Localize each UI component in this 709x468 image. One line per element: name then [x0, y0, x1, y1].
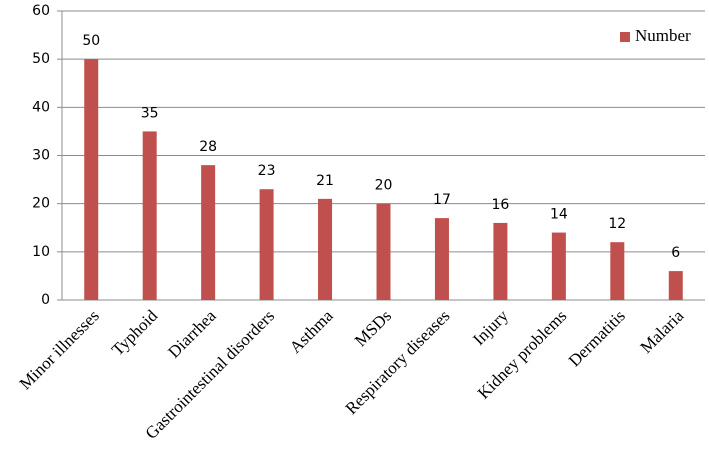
bar	[551, 232, 566, 300]
y-tick-label: 40	[32, 99, 50, 115]
data-label: 35	[141, 105, 159, 121]
bar	[201, 165, 216, 300]
data-label: 50	[82, 33, 100, 49]
data-label: 20	[375, 178, 393, 194]
data-label: 28	[199, 139, 217, 155]
bar	[434, 218, 449, 300]
x-tick-label: Diarrhea	[164, 306, 220, 362]
y-tick-label: 20	[32, 196, 50, 212]
y-tick-label: 30	[32, 148, 50, 164]
y-tick-label: 10	[32, 244, 50, 260]
bar	[493, 222, 508, 300]
x-tick-label: Malaria	[637, 306, 688, 357]
data-label: 17	[433, 192, 451, 208]
x-tick-label: Asthma	[286, 306, 337, 357]
data-label: 16	[491, 197, 509, 213]
legend-swatch	[620, 32, 630, 42]
x-tick-label: Minor illnesses	[16, 306, 103, 393]
bar	[259, 189, 274, 300]
data-label: 6	[671, 245, 680, 261]
x-tick-label: Dermatitis	[565, 306, 629, 370]
x-tick-label: Typhoid	[108, 306, 162, 360]
data-label: 14	[550, 207, 568, 223]
x-tick-label: Injury	[469, 306, 512, 349]
data-label: 23	[258, 163, 276, 179]
bar	[142, 131, 157, 300]
bar	[668, 271, 683, 300]
data-label: 12	[608, 216, 626, 232]
bar	[610, 242, 625, 300]
x-tick-label: Respiratory diseases	[342, 306, 454, 418]
y-tick-label: 50	[32, 51, 50, 67]
legend-label: Number	[635, 26, 691, 45]
bar	[84, 59, 99, 300]
y-tick-label: 60	[32, 3, 50, 19]
bar	[376, 203, 391, 300]
x-tick-label: MSDs	[351, 306, 395, 350]
data-label: 21	[316, 173, 334, 189]
bar	[318, 198, 333, 300]
y-tick-label: 0	[41, 292, 50, 308]
